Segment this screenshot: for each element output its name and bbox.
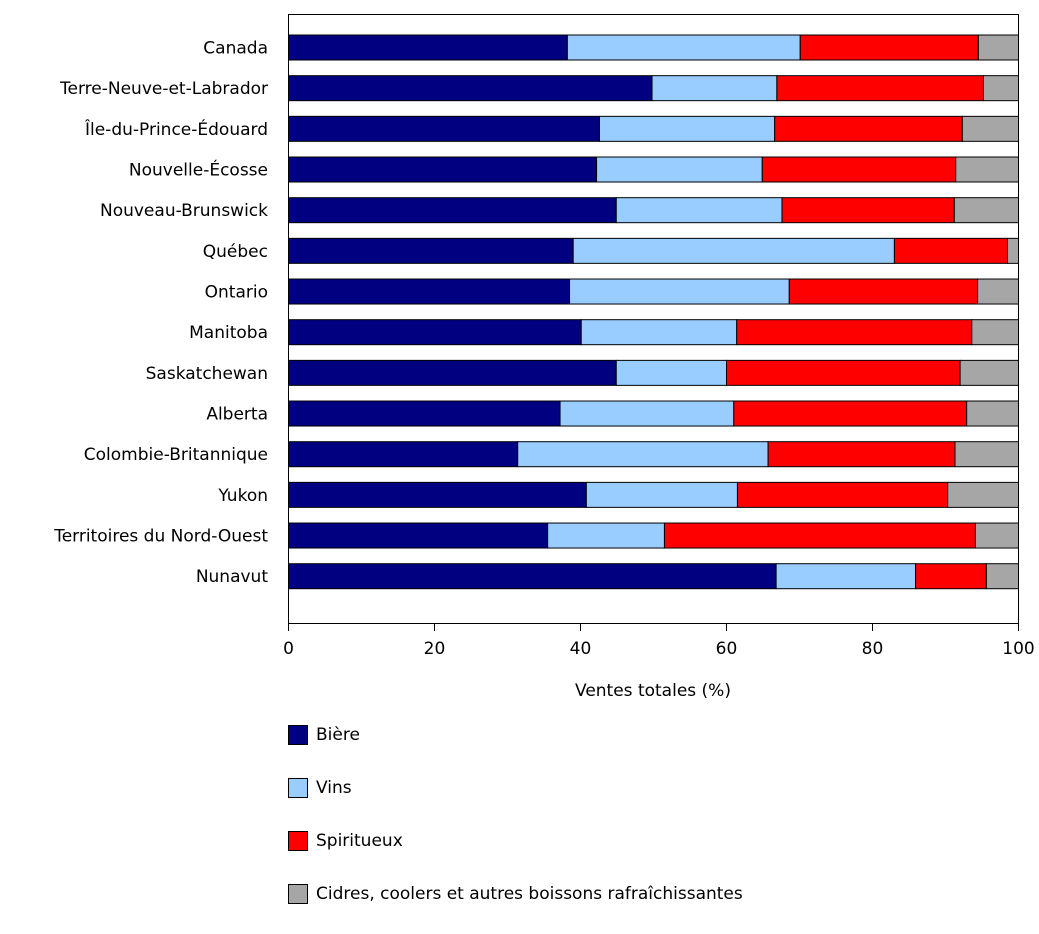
y-axis-labels: Canada Terre-Neuve-et-Labrador Île-du-Prin…	[53, 39, 268, 588]
y-tick-label: Ontario	[205, 283, 268, 303]
bar-segment-1-row-8	[288, 319, 582, 346]
bar-segment-4-row-8	[971, 319, 1020, 346]
bar-segment-4-row-14	[985, 563, 1020, 590]
bars-layer	[288, 34, 1020, 590]
x-axis-title: Ventes totales (%)	[575, 681, 731, 701]
bar-segment-3-row-12	[736, 481, 949, 508]
y-tick-label: Yukon	[217, 486, 268, 506]
bar-segment-3-row-10	[733, 400, 968, 427]
y-tick-label: Nouvelle-Écosse	[129, 159, 268, 181]
bar-segment-2-row-9	[615, 359, 728, 386]
bar-segment-4-row-9	[959, 359, 1019, 386]
bar-segment-3-row-13	[663, 522, 976, 549]
bar-segment-4-row-10	[966, 400, 1019, 427]
bar-segment-1-row-7	[288, 278, 571, 305]
legend-item: Cidres, coolers et autres boissons rafra…	[288, 881, 1028, 934]
legend-label: Vins	[316, 778, 352, 798]
legend-label: Cidres, coolers et autres boissons rafra…	[316, 884, 743, 904]
y-tick-label: Terre-Neuve-et-Labrador	[59, 79, 268, 99]
bar-segment-4-row-13	[974, 522, 1019, 549]
y-tick-label: Canada	[203, 39, 268, 59]
bar-segment-2-row-8	[580, 319, 738, 346]
bar-segment-3-row-4	[761, 156, 957, 183]
bar-segment-2-row-13	[547, 522, 665, 549]
bar-segment-3-row-5	[781, 197, 955, 224]
bar-segment-3-row-9	[726, 359, 961, 386]
legend-swatch	[288, 725, 308, 745]
bar-segment-2-row-11	[517, 441, 769, 468]
bar-segment-3-row-2	[776, 75, 984, 102]
legend-label: Bière	[316, 725, 360, 745]
bar-segment-2-row-14	[775, 563, 917, 590]
bar-segment-4-row-4	[955, 156, 1019, 183]
y-tick-label: Nunavut	[196, 567, 269, 587]
y-tick-label: Nouveau-Brunswick	[100, 201, 268, 221]
bar-segment-3-row-6	[893, 237, 1009, 264]
bar-segment-1-row-1	[288, 34, 568, 61]
bar-segment-3-row-1	[799, 34, 979, 61]
bar-segment-2-row-5	[615, 197, 783, 224]
x-tick-label: 60	[716, 639, 738, 659]
bar-segment-3-row-8	[736, 319, 973, 346]
legend-item: Vins	[288, 775, 1028, 828]
bar-segment-4-row-11	[954, 441, 1019, 468]
bar-segment-1-row-9	[288, 359, 617, 386]
bar-segment-1-row-6	[288, 237, 574, 264]
bar-segment-4-row-5	[953, 197, 1020, 224]
legend-swatch	[288, 831, 308, 851]
x-tick-label: 40	[570, 639, 592, 659]
y-tick-label: Alberta	[206, 405, 268, 425]
y-tick-label: Colombie-Britannique	[84, 445, 268, 465]
bar-segment-4-row-2	[982, 75, 1020, 102]
bar-segment-1-row-13	[288, 522, 549, 549]
bar-segment-2-row-4	[596, 156, 763, 183]
bar-segment-3-row-11	[767, 441, 956, 468]
legend-label: Spiritueux	[316, 831, 403, 851]
bar-segment-2-row-3	[598, 115, 776, 142]
bar-segment-1-row-2	[288, 75, 653, 102]
bar-segment-1-row-12	[288, 481, 587, 508]
bar-segment-1-row-10	[288, 400, 561, 427]
y-tick-label: Saskatchewan	[146, 364, 268, 384]
legend-item: Spiritueux	[288, 828, 1028, 881]
bar-segment-2-row-1	[566, 34, 801, 61]
bar-segment-2-row-6	[572, 237, 895, 264]
bar-segment-3-row-3	[774, 115, 963, 142]
bar-segment-4-row-6	[1007, 237, 1019, 264]
bar-segment-2-row-7	[569, 278, 790, 305]
y-tick-label: Île-du-Prince-Édouard	[84, 118, 268, 140]
x-tick-label: 80	[862, 639, 884, 659]
bar-segment-1-row-11	[288, 441, 519, 468]
y-tick-label: Manitoba	[189, 323, 268, 343]
chart: Canada Terre-Neuve-et-Labrador Île-du-Prin…	[53, 14, 1035, 701]
legend-swatch	[288, 884, 308, 904]
bar-segment-1-row-3	[288, 115, 600, 142]
legend-swatch	[288, 778, 308, 798]
bar-segment-2-row-10	[559, 400, 735, 427]
bar-segment-4-row-1	[977, 34, 1019, 61]
x-tick-label: 0	[283, 639, 294, 659]
bar-segment-3-row-14	[915, 563, 987, 590]
bar-segment-2-row-12	[585, 481, 738, 508]
y-tick-label: Québec	[203, 242, 268, 262]
bar-segment-4-row-3	[961, 115, 1019, 142]
bar-segment-1-row-5	[288, 197, 617, 224]
bar-segment-2-row-2	[651, 75, 778, 102]
legend: Bière Vins Spiritueux Cidres, coolers et au…	[288, 722, 1028, 934]
bar-segment-1-row-4	[288, 156, 598, 183]
x-tick-label: 20	[424, 639, 446, 659]
plot-frame	[288, 14, 1019, 624]
bar-segment-4-row-12	[947, 481, 1019, 508]
bar-segment-3-row-7	[788, 278, 979, 305]
legend-item: Bière	[288, 722, 1028, 775]
bar-segment-4-row-7	[977, 278, 1019, 305]
bar-segment-1-row-14	[288, 563, 777, 590]
x-axis: 0 20 40 60 80 100	[283, 623, 1035, 659]
y-tick-label: Territoires du Nord-Ouest	[53, 527, 268, 547]
x-tick-label: 100	[1002, 639, 1034, 659]
